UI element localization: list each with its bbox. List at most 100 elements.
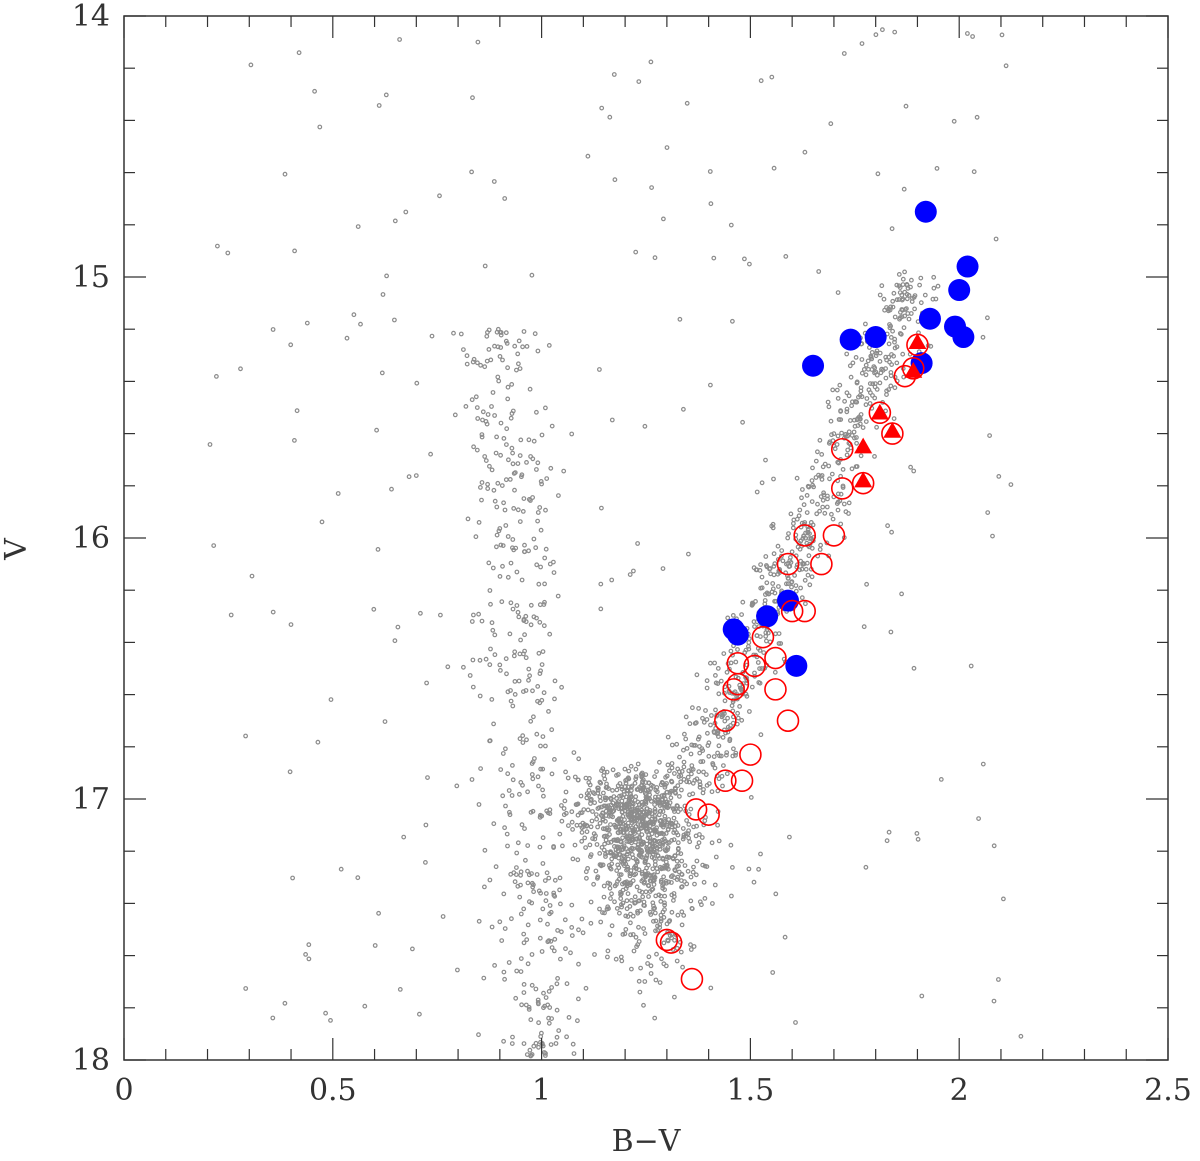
field-star-point — [752, 624, 757, 629]
field-star-point — [854, 440, 859, 446]
field-star-point — [568, 950, 573, 956]
field-star-point — [718, 753, 724, 759]
field-star-point — [531, 536, 537, 542]
field-star-point — [596, 785, 601, 791]
field-star-point — [609, 417, 615, 423]
field-star-point — [498, 345, 504, 350]
field-star-point — [610, 767, 616, 773]
field-star-point — [835, 396, 841, 401]
field-star-point — [684, 100, 690, 106]
field-star-point — [585, 807, 591, 813]
field-star-point — [802, 577, 808, 583]
field-star-point — [636, 924, 641, 930]
red-open-circle-point — [726, 672, 750, 696]
field-star-point — [724, 750, 730, 755]
field-star-point — [675, 912, 681, 918]
field-star-point — [658, 916, 664, 922]
field-star-point — [270, 327, 276, 332]
field-star-point — [392, 317, 397, 323]
field-star-point — [874, 348, 880, 354]
field-star-point — [627, 572, 633, 577]
field-star-point — [854, 379, 860, 385]
field-star-point — [520, 509, 526, 514]
field-star-point — [522, 826, 527, 831]
field-star-point — [894, 297, 900, 303]
field-star-point — [875, 171, 881, 177]
field-star-point — [642, 860, 648, 865]
field-star-point — [689, 906, 695, 912]
field-star-point — [540, 835, 546, 841]
field-star-point — [859, 370, 865, 376]
field-star-point — [538, 1039, 543, 1045]
field-star-point — [642, 931, 648, 936]
field-star-point — [690, 705, 695, 711]
field-star-point — [673, 806, 678, 811]
field-star-point — [889, 226, 895, 232]
field-star-point — [667, 768, 672, 774]
field-star-point — [522, 542, 527, 548]
field-star-point — [608, 795, 614, 801]
field-star-point — [458, 331, 464, 337]
field-star-point — [541, 690, 547, 696]
field-star-point — [482, 454, 488, 459]
field-star-point — [660, 856, 666, 862]
field-star-point — [648, 963, 654, 969]
field-star-point — [489, 404, 494, 409]
field-star-point — [763, 554, 769, 559]
field-star-point — [708, 985, 714, 991]
field-star-point — [542, 581, 547, 587]
field-star-point — [674, 858, 680, 864]
series-red-open-circles — [655, 333, 929, 991]
field-star-point — [672, 785, 678, 791]
field-star-point — [595, 790, 601, 796]
field-star-point — [690, 767, 696, 772]
field-star-point — [730, 865, 735, 870]
field-star-point — [296, 50, 302, 56]
field-star-point — [543, 546, 549, 552]
field-star-point — [608, 822, 613, 827]
field-star-point — [759, 574, 765, 580]
field-star-point — [631, 568, 636, 574]
field-star-point — [844, 452, 850, 458]
field-star-point — [543, 1053, 548, 1058]
field-star-point — [338, 866, 344, 872]
field-star-point — [508, 415, 514, 421]
field-star-point — [516, 678, 522, 684]
field-star-point — [351, 312, 357, 318]
field-star-point — [891, 353, 896, 359]
field-star-point — [991, 998, 997, 1004]
field-star-point — [619, 904, 624, 910]
field-star-point — [475, 416, 481, 421]
field-star-point — [874, 424, 879, 430]
field-star-point — [634, 805, 640, 811]
field-star-point — [583, 869, 589, 875]
field-star-point — [563, 946, 568, 952]
field-star-point — [789, 584, 794, 590]
field-star-point — [815, 501, 820, 507]
field-star-point — [829, 471, 835, 477]
field-star-point — [897, 315, 903, 321]
field-star-point — [557, 831, 563, 837]
field-star-point — [520, 740, 526, 745]
field-star-point — [540, 734, 546, 739]
field-star-point — [660, 809, 666, 814]
field-star-point — [591, 881, 596, 887]
field-star-point — [874, 372, 880, 378]
field-star-point — [645, 961, 650, 966]
field-star-point — [470, 684, 476, 690]
field-star-point — [731, 746, 736, 752]
field-star-point — [791, 521, 796, 526]
field-star-point — [697, 779, 703, 785]
field-star-point — [771, 476, 776, 482]
field-star-point — [785, 581, 791, 587]
field-star-point — [282, 171, 288, 177]
field-star-point — [729, 893, 734, 899]
field-star-point — [909, 277, 914, 283]
field-star-point — [494, 544, 499, 550]
field-star-point — [423, 822, 429, 828]
field-star-point — [566, 1015, 572, 1020]
field-star-point — [901, 325, 907, 331]
field-star-point — [362, 1003, 368, 1009]
field-star-point — [697, 899, 703, 905]
field-star-point — [501, 436, 507, 441]
